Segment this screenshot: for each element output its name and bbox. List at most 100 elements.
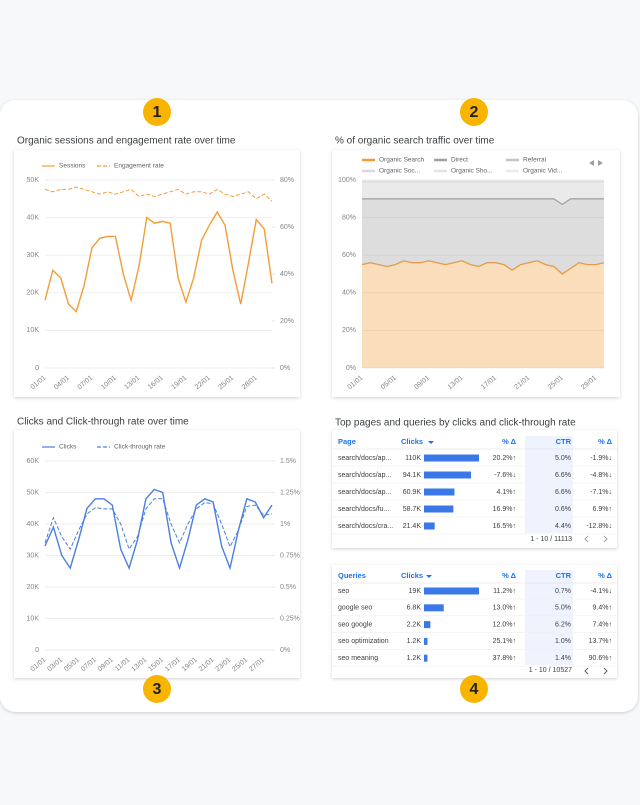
cell: 9.4%↑ [593,605,612,612]
cell: seo meaning [338,655,378,662]
y2-tick-label: 1.25% [280,489,300,496]
y-tick-label: 40K [27,214,40,221]
series-line [361,260,605,275]
cell: 1.0% [555,638,571,645]
column-header: Clicks [401,571,423,580]
y-tick-label: 30K [27,552,40,559]
series-area [362,181,604,205]
cell: seo [338,588,349,595]
cell: -12.8%↓ [586,523,612,530]
badges: 1 2 3 4 [143,98,488,703]
clicks-bar [424,621,431,629]
cell: seo google [338,621,372,628]
badge [143,98,171,126]
clicks-bar [424,454,479,462]
y-tick-label: 10K [27,327,40,334]
y-tick-label: 0 [35,647,39,654]
cell: 1.4% [555,655,571,662]
badge-number: 4 [470,681,479,698]
y2-tick-label: 0.5% [280,584,296,591]
cell: -1.9%↓ [590,455,612,462]
badge [460,675,488,703]
clicks-bar [424,637,428,645]
y2-tick-label: 80% [280,177,294,184]
column-header: % Δ [598,437,612,446]
cell: 6.8K [407,605,422,612]
series-line [44,488,273,571]
y2-tick-label: 40% [280,271,294,278]
sort-icon[interactable] [428,441,434,444]
cell: 1.2K [407,638,422,645]
cell: 12.0%↑ [493,621,516,628]
cell: 90.6%↑ [589,655,612,662]
sort-icon[interactable] [426,575,432,578]
panel [14,150,300,397]
cell: -4.8%↓ [590,472,612,479]
legend-label: Organic Soc... [379,168,420,175]
y-tick-label: 100% [338,177,356,184]
cell: 1.2K [407,655,422,662]
cell: 110K [405,455,421,462]
cell: 5.0% [555,605,571,612]
cell: 19K [409,588,422,595]
y2-tick-label: 0% [280,647,290,654]
cell: 13.7%↑ [589,638,612,645]
y2-tick-label: 0.25% [280,615,300,622]
cell: 94.1K [403,472,422,479]
y-tick-label: 10K [27,615,40,622]
clicks-bar [424,604,444,612]
series-line [44,186,273,202]
legend-label: Organic Vid... [523,168,562,175]
legend-label: Referral [523,157,547,164]
series-line [44,498,273,551]
pagination: 1 - 10 / 11113 [530,536,572,543]
clicks-bar [424,471,472,479]
cell: 6.2% [555,621,571,628]
clicks-bar [424,587,479,595]
column-header: CTR [556,571,572,580]
ctr-column [525,436,573,533]
cell: search/docs/cra... [338,523,393,530]
y-tick-label: 60% [342,252,356,259]
y-tick-label: 30K [27,252,40,259]
clicks-bar [424,522,435,530]
cell: -7.1%↓ [590,489,612,496]
y2-tick-label: 0.75% [280,552,300,559]
chart-title: % of organic search traffic over time [335,136,495,147]
y-tick-label: 80% [342,214,356,221]
y2-tick-label: 1.5% [280,458,296,465]
cell: 21.4K [403,523,422,530]
cell: 7.4%↑ [593,621,612,628]
tables-title: Top pages and queries by clicks and clic… [335,418,576,429]
panel [14,430,300,678]
y-tick-label: 50K [27,177,40,184]
cell: 2.2K [407,621,422,628]
y2-tick-label: 60% [280,224,294,231]
legend-label: Organic Sho... [451,168,493,175]
column-header: Queries [338,571,366,580]
cell: 4.4% [555,523,571,530]
legend-pager[interactable] [589,160,603,166]
cell: 25.1%↑ [493,638,516,645]
series-area [362,260,604,368]
y-tick-label: 20K [27,290,40,297]
y-tick-label: 50K [27,489,40,496]
cell: search/docs/ap... [338,489,391,496]
column-header: Clicks [401,437,423,446]
cell: 6.6% [555,472,571,479]
column-header: CTR [556,437,572,446]
y-tick-label: 20K [27,584,40,591]
cell: 16.5%↑ [493,523,516,530]
cell: 5.0% [555,455,571,462]
pager-arrows[interactable] [584,535,608,543]
cell: 60.9K [403,489,422,496]
series-line [362,198,604,206]
cell: -7.6%↓ [494,472,516,479]
pager-arrows[interactable] [584,667,608,675]
cell: 13.0%↑ [493,605,516,612]
y-tick-label: 60K [27,458,40,465]
y-tick-label: 0% [346,365,356,372]
chart-title: Organic sessions and engagement rate ove… [17,136,236,147]
y2-tick-label: 20% [280,318,294,325]
